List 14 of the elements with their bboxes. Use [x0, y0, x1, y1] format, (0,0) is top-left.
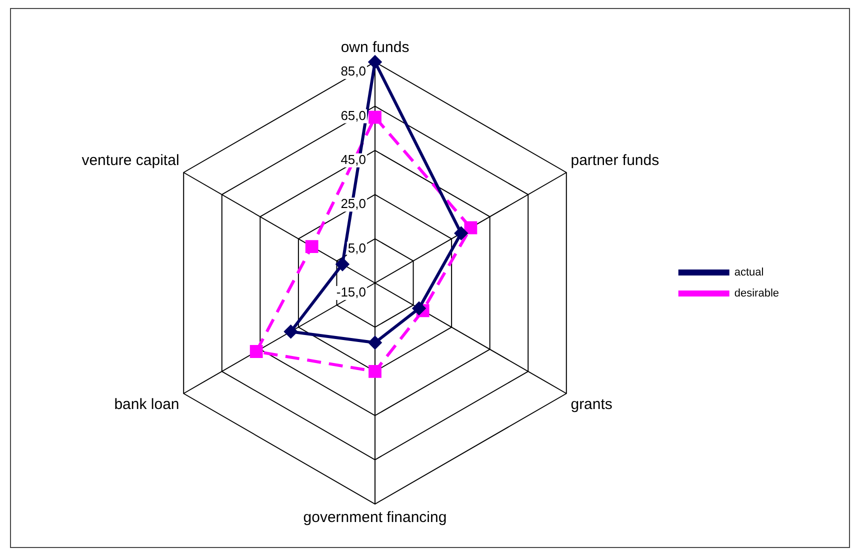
y-tick-label: 5,0: [348, 240, 366, 256]
spoke-label: venture capital: [82, 152, 180, 170]
spoke-label: government financing: [303, 509, 447, 526]
spoke-label: grants: [570, 396, 612, 414]
y-tick-label: -15,0: [336, 284, 366, 300]
spoke-label: bank loan: [114, 396, 180, 414]
y-tick-label: 45,0: [340, 152, 366, 167]
y-tick-label: 65,0: [340, 108, 366, 123]
spoke-label: partner funds: [570, 152, 660, 170]
spoke-label: own funds: [340, 39, 410, 56]
y-tick-label: 85,0: [340, 64, 366, 79]
legend-label: desirable: [734, 288, 779, 300]
y-tick-label: 25,0: [340, 196, 366, 212]
legend-label: actual: [734, 266, 764, 279]
